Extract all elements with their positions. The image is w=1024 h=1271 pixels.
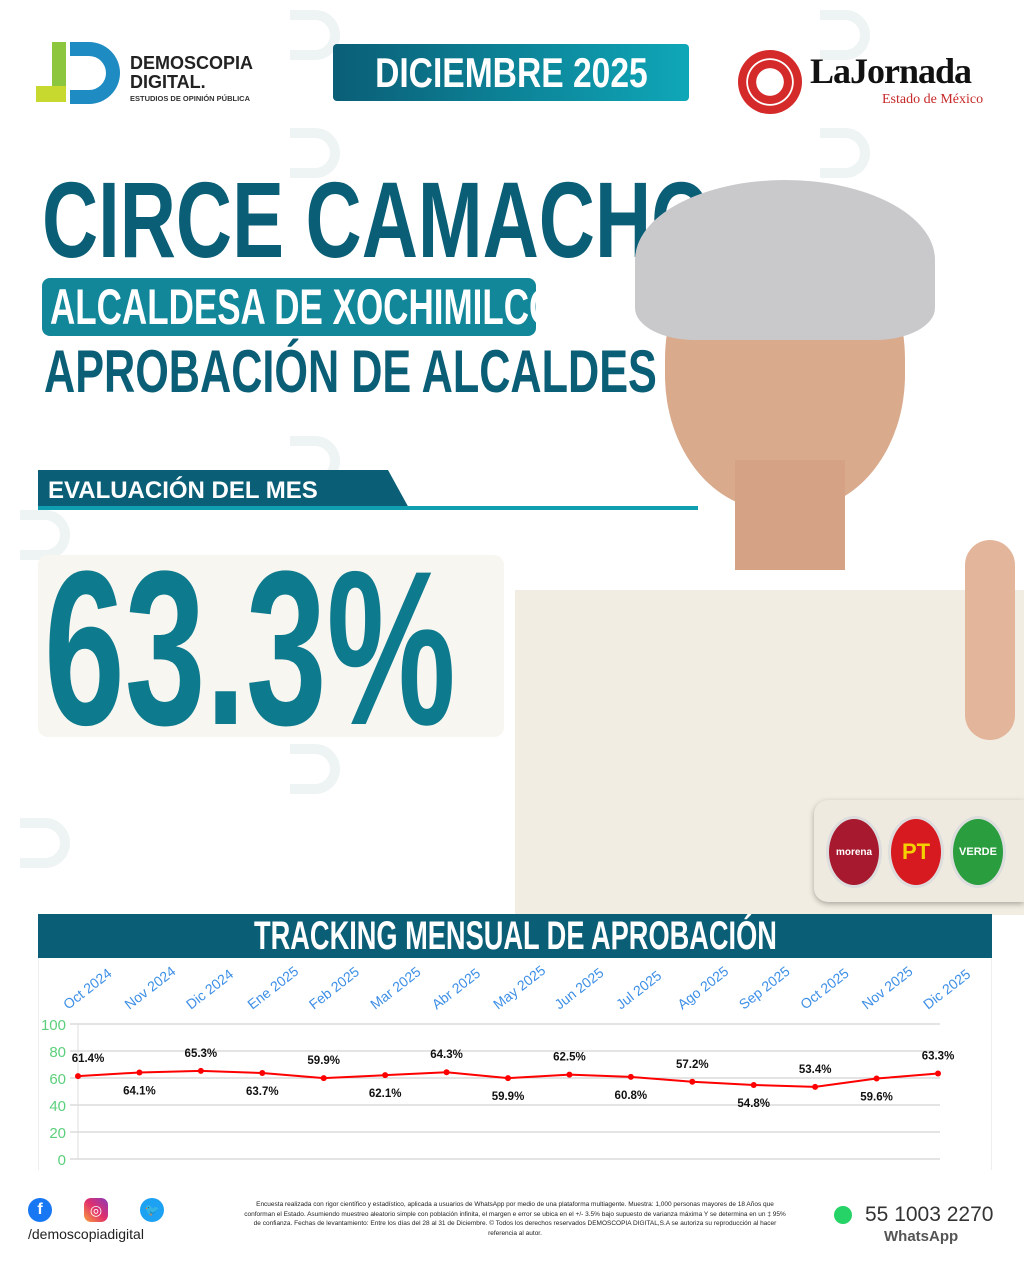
x-tick-label: Dic 2024 (183, 966, 237, 1013)
data-label: 64.3% (430, 1049, 463, 1061)
watermark-icon (20, 818, 70, 868)
x-tick-label: Ene 2025 (244, 963, 301, 1013)
evaluation-tab: EVALUACIÓN DEL MES (38, 470, 410, 510)
watermark-icon (290, 10, 340, 60)
x-tick-label: Feb 2025 (306, 963, 363, 1012)
watermark-icon (290, 744, 340, 794)
partner-subtitle: Estado de México (882, 92, 984, 107)
watermark-icon (820, 128, 870, 178)
phone-number[interactable]: 55 1003 2270 (865, 1203, 994, 1226)
partner-name: LaJornada (810, 51, 972, 91)
data-label: 63.7% (246, 1086, 279, 1098)
y-tick-label: 100 (41, 1017, 66, 1034)
data-label: 61.4% (72, 1053, 105, 1065)
verde-label: VERDE (959, 846, 997, 858)
data-point (320, 1075, 327, 1082)
x-tick-label: Sep 2025 (736, 963, 793, 1013)
data-point (873, 1075, 880, 1082)
data-label: 59.9% (307, 1055, 340, 1067)
morena-logo: morena (826, 816, 882, 888)
logo-mark-base (36, 86, 66, 102)
brand-tagline: ESTUDIOS DE OPINIÓN PÚBLICA (130, 94, 251, 103)
data-point (627, 1073, 634, 1080)
x-tick-label: Dic 2025 (920, 966, 974, 1013)
pt-logo: PT (888, 816, 944, 888)
x-tick-label: Oct 2024 (60, 965, 115, 1013)
x-tick-label: May 2025 (490, 962, 548, 1013)
watermark-icon (290, 128, 340, 178)
whatsapp-label: WhatsApp (884, 1228, 959, 1245)
whatsapp-icon (834, 1206, 852, 1224)
watermark-icon (820, 10, 870, 60)
x-tick-label: Ago 2025 (674, 963, 731, 1013)
line-chart: 0 20 40 60 80 100 Oct 2024 Nov 2024 Dic 2024 Ene … (41, 962, 974, 1169)
data-point (197, 1067, 204, 1074)
role-badge: ALCALDESA DE XOCHIMILCO (42, 278, 536, 336)
data-label: 63.3% (922, 1051, 955, 1063)
data-label: 60.8% (615, 1090, 648, 1102)
x-tick-label: Jun 2025 (551, 964, 606, 1012)
x-tick-label: Nov 2025 (859, 963, 916, 1013)
x-tick-label: Mar 2025 (367, 963, 424, 1012)
data-label: 59.9% (492, 1091, 525, 1103)
facebook-icon[interactable]: f (28, 1198, 52, 1222)
data-label: 53.4% (799, 1064, 832, 1076)
data-point (689, 1078, 696, 1085)
twitter-icon[interactable]: 🐦 (140, 1198, 164, 1222)
data-label: 59.6% (860, 1092, 893, 1104)
data-point (935, 1070, 941, 1077)
chart-title-bar: TRACKING MENSUAL DE APROBACIÓN (38, 914, 992, 958)
evaluation-value: 63.3% (44, 525, 456, 771)
y-tick-label: 80 (49, 1044, 66, 1061)
evaluation-panel (38, 555, 504, 737)
divider (38, 506, 698, 510)
chart-title: TRACKING MENSUAL DE APROBACIÓN (253, 914, 777, 958)
party-logos: morena PT VERDE (814, 800, 1024, 902)
disclaimer: Encuesta realizada con rigor científico … (244, 1201, 786, 1237)
verde-logo: VERDE (950, 816, 1006, 888)
brand-name-2: DIGITAL. (130, 72, 206, 92)
data-label: 62.1% (369, 1088, 402, 1100)
pt-label: PT (901, 839, 931, 864)
data-label: 64.1% (123, 1085, 156, 1097)
y-tick-label: 60 (49, 1071, 66, 1088)
y-tick-label: 20 (49, 1125, 66, 1142)
chart-frame (38, 958, 992, 1170)
data-label: 57.2% (676, 1059, 709, 1071)
data-point (750, 1082, 757, 1089)
data-label: 54.8% (737, 1098, 770, 1110)
social-icons: f ◎ 🐦 (28, 1198, 168, 1222)
data-point (443, 1069, 450, 1076)
social-handle[interactable]: /demoscopiadigital (28, 1226, 144, 1242)
candidate-photo (515, 170, 1024, 915)
data-label: 62.5% (553, 1052, 586, 1064)
sun-icon (738, 50, 802, 114)
x-tick-label: Jul 2025 (613, 967, 665, 1012)
partner-logo: LaJornada Estado de México (738, 50, 998, 114)
data-point (259, 1070, 266, 1077)
x-tick-label: Nov 2024 (121, 963, 178, 1013)
topic-title: APROBACIÓN DE ALCALDES (44, 338, 657, 405)
brand-logo: DEMOSCOPIA DIGITAL. ESTUDIOS DE OPINIÓN … (36, 42, 276, 106)
data-point (382, 1072, 389, 1079)
y-tick-label: 40 (49, 1098, 66, 1115)
brand-name: DEMOSCOPIA (130, 53, 254, 73)
data-point (505, 1075, 511, 1082)
candidate-name: CIRCE CAMACHO (42, 159, 712, 280)
x-tick-label: Abr 2025 (429, 965, 484, 1013)
y-tick-label: 0 (58, 1152, 66, 1169)
morena-label: morena (835, 846, 873, 858)
logo-mark-d (70, 42, 120, 104)
date-badge: DICIEMBRE 2025 (333, 44, 689, 101)
data-label: 65.3% (185, 1048, 218, 1060)
data-point (566, 1071, 573, 1078)
x-tick-label: Oct 2025 (797, 965, 852, 1013)
instagram-icon[interactable]: ◎ (84, 1198, 108, 1222)
data-point (75, 1073, 81, 1080)
data-point (812, 1083, 819, 1090)
data-point (136, 1069, 143, 1076)
